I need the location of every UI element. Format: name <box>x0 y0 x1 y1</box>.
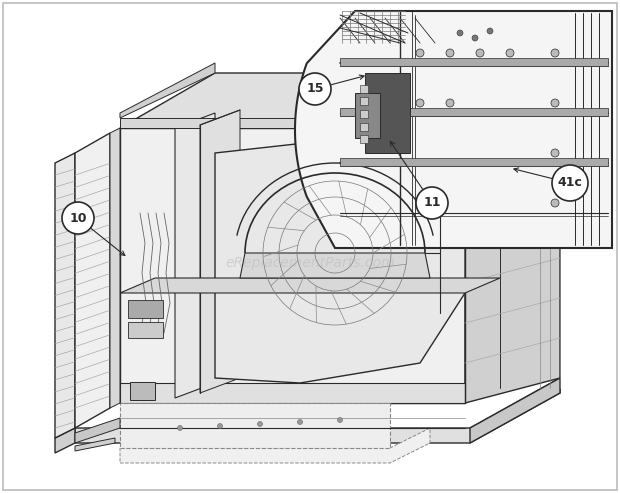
Polygon shape <box>240 253 430 278</box>
Polygon shape <box>75 438 115 451</box>
Circle shape <box>457 30 463 36</box>
Polygon shape <box>120 63 215 118</box>
Text: 11: 11 <box>423 197 441 210</box>
Circle shape <box>337 418 342 423</box>
Bar <box>130 382 155 400</box>
Polygon shape <box>340 58 608 66</box>
Bar <box>360 110 368 118</box>
Bar <box>365 73 410 153</box>
Polygon shape <box>215 138 465 383</box>
Polygon shape <box>175 113 215 398</box>
Bar <box>355 93 380 138</box>
Polygon shape <box>120 383 465 403</box>
Polygon shape <box>465 63 560 128</box>
Circle shape <box>472 35 478 41</box>
Polygon shape <box>120 73 560 128</box>
Circle shape <box>476 49 484 57</box>
Circle shape <box>446 99 454 107</box>
Polygon shape <box>75 418 120 443</box>
Polygon shape <box>75 378 560 443</box>
Polygon shape <box>75 133 110 428</box>
Bar <box>360 85 368 93</box>
Polygon shape <box>120 428 430 463</box>
Polygon shape <box>340 108 608 116</box>
Circle shape <box>552 165 588 201</box>
Bar <box>360 97 368 105</box>
Polygon shape <box>340 158 608 166</box>
Polygon shape <box>55 153 75 438</box>
Text: 10: 10 <box>69 211 87 224</box>
Text: 41c: 41c <box>557 176 582 189</box>
Circle shape <box>506 49 514 57</box>
Circle shape <box>257 422 262 426</box>
Polygon shape <box>110 128 120 408</box>
Polygon shape <box>470 378 560 443</box>
Bar <box>360 123 368 131</box>
Circle shape <box>487 28 493 34</box>
Circle shape <box>299 73 331 105</box>
Polygon shape <box>120 118 465 128</box>
Polygon shape <box>120 128 465 403</box>
Polygon shape <box>465 73 560 403</box>
Polygon shape <box>120 403 390 448</box>
Circle shape <box>218 423 223 428</box>
Text: eReplacementParts.com: eReplacementParts.com <box>225 256 395 270</box>
Circle shape <box>551 149 559 157</box>
Circle shape <box>62 202 94 234</box>
Bar <box>128 300 163 318</box>
Circle shape <box>446 49 454 57</box>
Circle shape <box>416 187 448 219</box>
Circle shape <box>416 99 424 107</box>
Circle shape <box>416 49 424 57</box>
Circle shape <box>551 199 559 207</box>
Bar <box>360 135 368 143</box>
Circle shape <box>551 99 559 107</box>
Circle shape <box>551 49 559 57</box>
Bar <box>128 322 163 338</box>
Polygon shape <box>120 278 500 293</box>
Polygon shape <box>55 428 75 453</box>
Polygon shape <box>200 110 240 393</box>
Circle shape <box>298 420 303 424</box>
Circle shape <box>177 425 182 430</box>
Polygon shape <box>295 11 612 248</box>
Text: 15: 15 <box>306 82 324 96</box>
